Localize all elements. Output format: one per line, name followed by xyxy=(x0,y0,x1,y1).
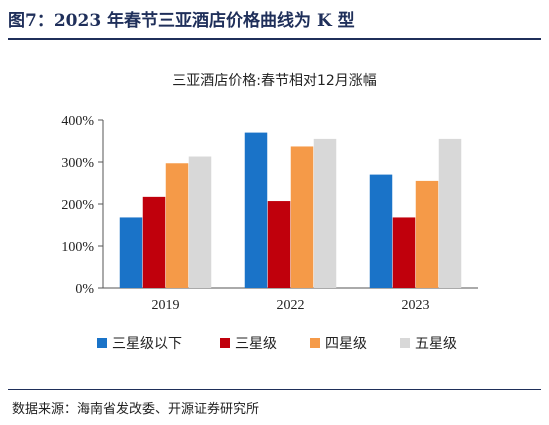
y-tick-label: 0% xyxy=(75,282,94,297)
y-tick-label: 100% xyxy=(61,240,94,255)
bar xyxy=(438,138,462,288)
legend-swatch xyxy=(310,338,320,348)
bar xyxy=(313,138,337,288)
figure-title: 图7：2023 年春节三亚酒店价格曲线为 K 型 xyxy=(8,11,355,31)
bar xyxy=(290,146,314,288)
bar xyxy=(119,217,143,288)
bar xyxy=(415,180,439,288)
bar xyxy=(369,174,393,288)
y-tick-label: 400% xyxy=(61,114,94,129)
legend-label: 三星级以下 xyxy=(112,336,182,352)
source-note: 数据来源：海南省发改委、开源证券研究所 xyxy=(12,402,260,417)
legend-label: 四星级 xyxy=(325,336,367,352)
y-tick-label: 300% xyxy=(61,156,94,171)
legend-swatch xyxy=(220,338,230,348)
y-tick-label: 200% xyxy=(61,198,94,213)
legend-swatch xyxy=(97,338,107,348)
x-tick-label: 2023 xyxy=(402,298,430,313)
legend-label: 三星级 xyxy=(235,336,277,352)
bar xyxy=(392,217,416,288)
source-rule xyxy=(8,389,541,390)
legend-swatch xyxy=(400,338,410,348)
bar xyxy=(188,156,212,288)
legend-label: 五星级 xyxy=(415,336,457,352)
x-tick-label: 2019 xyxy=(152,298,180,313)
bar xyxy=(142,196,166,288)
x-tick-label: 2022 xyxy=(277,298,305,313)
bar-chart: 0% 100% 200% 300% 400% 2019 2022 2023 三星级以下 三星级 四星… xyxy=(61,114,478,352)
bar xyxy=(165,163,189,288)
bar xyxy=(267,201,291,288)
chart-title: 三亚酒店价格:春节相对12月涨幅 xyxy=(172,73,377,89)
title-rule xyxy=(8,38,541,40)
bar xyxy=(244,132,268,288)
